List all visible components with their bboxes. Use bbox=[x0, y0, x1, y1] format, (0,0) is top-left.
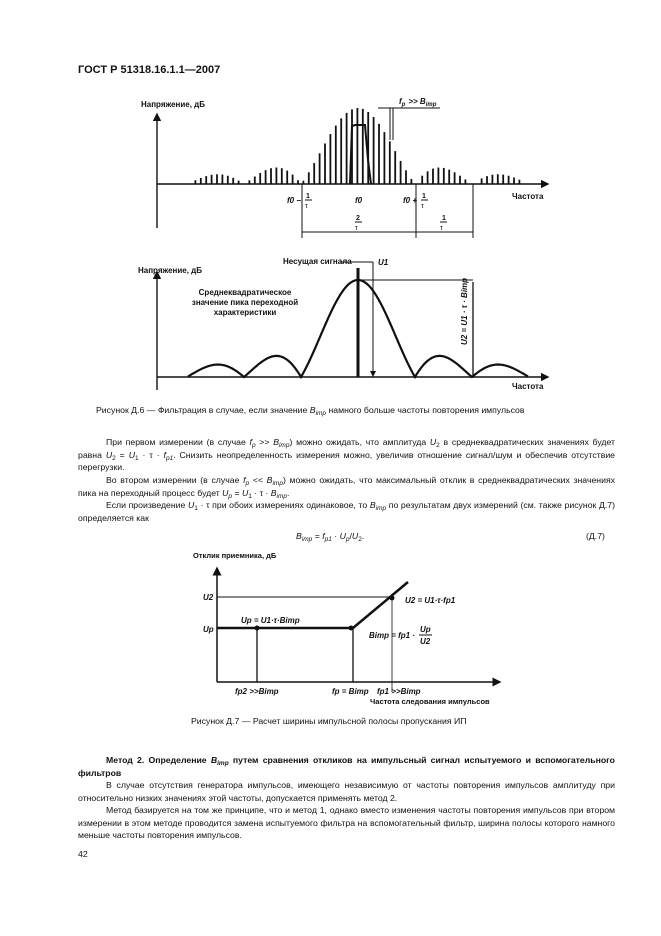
filter-response-curve bbox=[349, 124, 372, 185]
figure-d7-caption: Рисунок Д.7 — Расчет ширины импульсной п… bbox=[191, 716, 467, 726]
svg-text:Up: Up bbox=[203, 625, 214, 634]
figure-d6-diagrams: Напряжение, дБ Частота fp >> Bimp f0 − 1 … bbox=[138, 97, 550, 391]
spectrum-bars bbox=[194, 108, 521, 184]
svg-text:Напряжение, дБ: Напряжение, дБ bbox=[138, 266, 202, 275]
x-axis-label: Частота bbox=[512, 192, 544, 201]
svg-text:fp = Bimp: fp = Bimp bbox=[332, 687, 369, 696]
svg-text:U2: U2 bbox=[203, 593, 214, 602]
svg-text:τ: τ bbox=[440, 225, 443, 232]
carrier-label: Несущая сигнала bbox=[283, 257, 352, 266]
svg-text:1: 1 bbox=[422, 193, 426, 200]
svg-text:характеристики: характеристики bbox=[214, 308, 277, 317]
svg-text:значение пика переходной: значение пика переходной bbox=[192, 298, 298, 307]
svg-text:Bimp = fp1 ·: Bimp = fp1 · bbox=[369, 631, 415, 640]
u2-formula: U2 = U1 · τ · Bimp bbox=[460, 278, 469, 345]
y-axis-label: Напряжение, дБ bbox=[141, 100, 205, 109]
svg-text:fp1 >>Bimp: fp1 >>Bimp bbox=[377, 687, 421, 696]
svg-text:τ: τ bbox=[355, 225, 358, 232]
paragraph-1: При первом измерении (в случае fp >> Bim… bbox=[78, 437, 616, 473]
svg-text:Среднеквадратическое: Среднеквадратическое bbox=[199, 288, 292, 297]
two-over-tau: 2 bbox=[356, 215, 360, 222]
method2-heading: Метод 2. Определение Bimp путем сравнени… bbox=[78, 755, 615, 778]
document-header: ГОСТ Р 51318.16.1.1—2007 bbox=[78, 64, 221, 76]
svg-text:fp2 >>Bimp: fp2 >>Bimp bbox=[235, 687, 279, 696]
formula-d7: Bimp = fp1 · Up/U2. bbox=[296, 531, 365, 543]
svg-text:1: 1 bbox=[306, 193, 310, 200]
svg-text:U2 = U1·τ·fp1: U2 = U1·τ·fp1 bbox=[405, 596, 456, 605]
svg-text:Частота: Частота bbox=[512, 382, 544, 391]
spectrum-diagram: Напряжение, дБ Частота fp >> Bimp f0 − 1 … bbox=[141, 97, 550, 238]
f0-plus-label: f0 + bbox=[403, 196, 417, 205]
svg-text:Отклик приемника, дБ: Отклик приемника, дБ bbox=[193, 551, 277, 560]
svg-text:τ: τ bbox=[421, 203, 424, 210]
figure-d7-diagram: Отклик приемника, дБ U2 Up Up = U1·τ·Bim… bbox=[193, 551, 502, 706]
paragraph-3: Если произведение U1 · τ при обоих измер… bbox=[78, 500, 615, 523]
u1-label: U1 bbox=[378, 258, 389, 267]
svg-text:Up = U1·τ·Bimp: Up = U1·τ·Bimp bbox=[241, 616, 300, 625]
f0-label: f0 bbox=[355, 196, 363, 205]
fp-label: fp >> Bimp bbox=[399, 97, 437, 108]
one-over-tau: 1 bbox=[442, 215, 446, 222]
rms-response-diagram: Напряжение, дБ Частота Несущая сигнала U… bbox=[138, 257, 550, 391]
svg-text:Частота следования импульсов: Частота следования импульсов bbox=[370, 697, 490, 706]
figure-d6-caption: Рисунок Д.6 — Фильтрация в случае, если … bbox=[96, 405, 525, 417]
formula-number: (Д.7) bbox=[586, 531, 605, 541]
f0-minus-label: f0 − bbox=[287, 196, 301, 205]
page-number: 42 bbox=[78, 849, 88, 859]
method2-paragraph-2: Метод базируется на том же принципе, что… bbox=[78, 805, 615, 841]
paragraph-2: Во втором измерении (в случае fp << Bimp… bbox=[78, 475, 615, 500]
svg-text:U2: U2 bbox=[420, 637, 431, 646]
svg-text:Up: Up bbox=[420, 625, 431, 634]
svg-text:τ: τ bbox=[305, 203, 308, 210]
method2-paragraph-1: В случае отсутствия генератора импульсов… bbox=[78, 780, 615, 803]
